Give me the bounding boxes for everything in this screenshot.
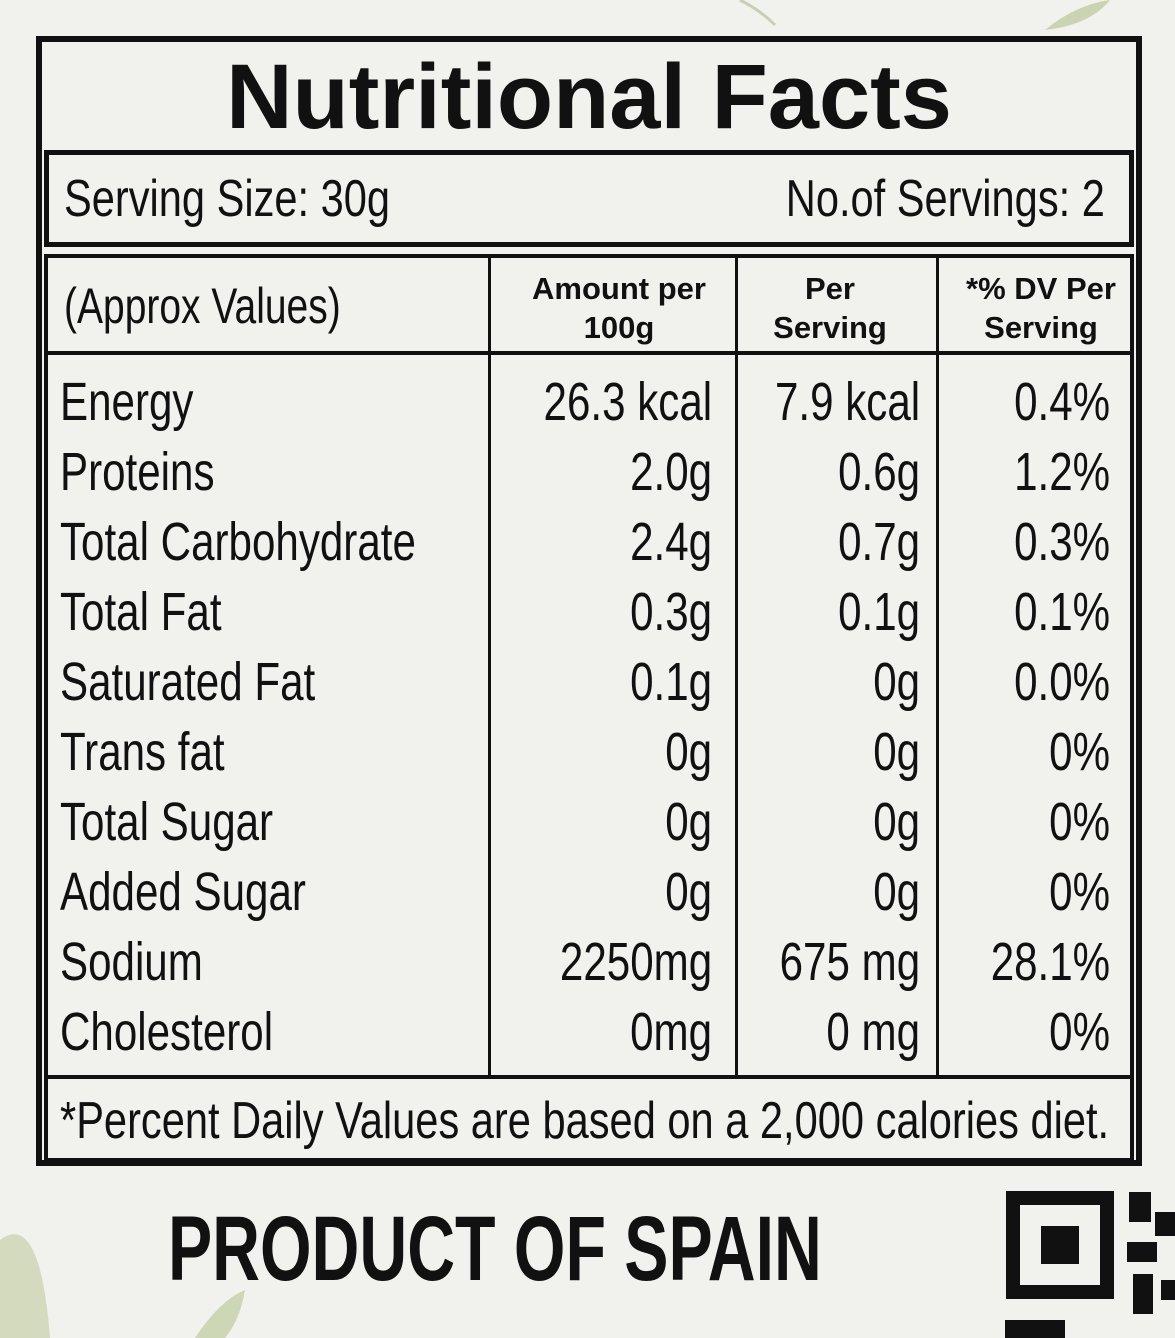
nutrient-value: 0% — [1049, 791, 1110, 852]
column-rule — [488, 254, 491, 1076]
nutrient-name: Total Carbohydrate — [60, 511, 416, 572]
nutrient-value: 2250mg — [559, 931, 712, 992]
nutrient-name: Cholesterol — [60, 1001, 274, 1062]
nutrient-value: 0g — [665, 791, 712, 852]
nutrient-value: 0g — [873, 861, 920, 922]
nutrient-value: 0g — [873, 791, 920, 852]
table-box — [44, 254, 1134, 1162]
column-rule — [936, 254, 939, 1076]
nutrient-value: 0% — [1049, 721, 1110, 782]
nutrient-name: Saturated Fat — [60, 651, 316, 712]
nutrient-value: 0.7g — [838, 511, 920, 572]
nutrient-value: 0.3g — [630, 581, 712, 642]
nutrient-value: 0% — [1049, 1001, 1110, 1062]
nutrient-value: 0.6g — [838, 441, 920, 502]
column-rule — [735, 254, 738, 1076]
footer-rule — [44, 1075, 1134, 1079]
nutrient-name: Added Sugar — [60, 861, 306, 922]
nutrient-name: Sodium — [60, 931, 203, 992]
nutrient-value: 0g — [665, 861, 712, 922]
nutrient-name: Energy — [60, 371, 194, 432]
nutrient-value: 0.3% — [1013, 511, 1110, 572]
header-cell: (Approx Values) — [64, 278, 341, 334]
footnote: *Percent Daily Values are based on a 2,0… — [60, 1092, 1110, 1150]
nutrient-value: 0.1g — [630, 651, 712, 712]
nutrient-value: 0g — [873, 721, 920, 782]
nutrient-value: 0g — [873, 651, 920, 712]
origin: PRODUCT OF SPAIN — [168, 1198, 822, 1300]
header-rule — [44, 351, 1134, 355]
nutrient-name: Total Sugar — [60, 791, 274, 852]
qr-code — [1005, 1191, 1175, 1338]
nutrient-name: Trans fat — [60, 721, 225, 782]
nutrient-value: 2.0g — [630, 441, 712, 502]
header-cell: Amount per 100g — [532, 271, 706, 345]
outer-border — [36, 36, 1142, 1166]
nutrient-value: 0.1g — [838, 581, 920, 642]
nutrient-value: 0.1% — [1013, 581, 1110, 642]
nutrient-value: 675 mg — [779, 931, 920, 992]
nutrient-value: 0.4% — [1013, 371, 1110, 432]
nutrient-value: 1.2% — [1013, 441, 1110, 502]
nutrient-value: 0mg — [630, 1001, 712, 1062]
nutrient-value: 0% — [1049, 861, 1110, 922]
nutrient-name: Total Fat — [60, 581, 222, 642]
serving-box — [44, 150, 1134, 247]
nutrient-value: 0 mg — [826, 1001, 920, 1062]
nutrient-value: 0g — [665, 721, 712, 782]
nutrient-value: 26.3 kcal — [543, 371, 712, 432]
nutrient-value: 28.1% — [990, 931, 1110, 992]
serving-size: Serving Size: 30g — [64, 170, 391, 228]
servings: No.of Servings: 2 — [785, 170, 1105, 228]
nutrient-name: Proteins — [60, 441, 215, 502]
nutrient-value: 0.0% — [1013, 651, 1110, 712]
title: Nutritional Facts — [226, 46, 952, 148]
nutrient-value: 7.9 kcal — [774, 371, 920, 432]
header-cell: Per Serving — [773, 271, 887, 345]
nutrient-value: 2.4g — [630, 511, 712, 572]
header-cell: *% DV Per Serving — [966, 271, 1116, 345]
